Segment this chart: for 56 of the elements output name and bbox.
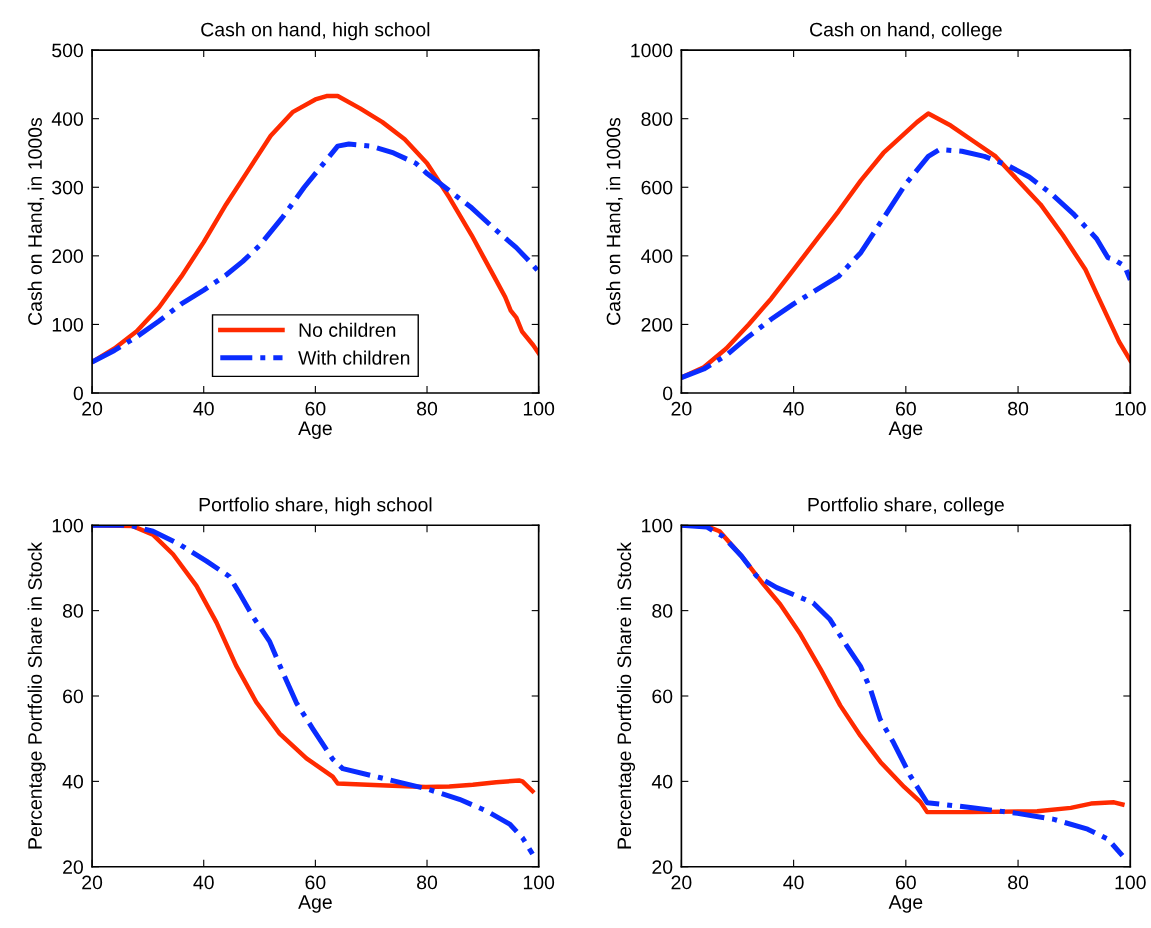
y-tick-label: 100 — [642, 518, 673, 533]
x-tick-label: 60 — [305, 401, 326, 416]
x-tick-label: 60 — [896, 875, 916, 890]
y-axis-title: Percentage Portfolio Share in Stock — [616, 541, 636, 849]
chart-title: Cash on hand, college — [810, 22, 1002, 41]
y-tick-label: 80 — [652, 604, 673, 618]
y-tick-label: 0 — [663, 386, 673, 401]
y-tick-label: 40 — [62, 774, 83, 789]
x-tick-label: 100 — [523, 875, 555, 890]
x-axis-title: Age — [888, 421, 923, 439]
x-tick-label: 20 — [82, 875, 103, 890]
y-axis-title: Percentage Portfolio Share in Stock — [27, 541, 46, 849]
y-tick-label: 300 — [52, 180, 83, 195]
y-tick-label: 60 — [652, 689, 673, 704]
x-tick-label: 20 — [82, 401, 103, 416]
x-tick-label: 80 — [417, 875, 438, 890]
y-axis-title: Cash on Hand, in 1000s — [27, 117, 45, 325]
y-tick-label: 0 — [73, 386, 83, 401]
x-tick-label: 100 — [1115, 401, 1146, 416]
x-tick-label: 100 — [523, 401, 555, 416]
y-tick-label: 200 — [52, 249, 83, 264]
y-axis-title: Cash on Hand, in 1000s — [606, 117, 623, 325]
x-tick-label: 20 — [671, 401, 692, 416]
x-tick-label: 60 — [896, 401, 916, 416]
y-tick-label: 60 — [63, 689, 83, 704]
y-tick-label: 40 — [651, 774, 673, 789]
y-tick-label: 80 — [62, 604, 83, 618]
x-tick-label: 80 — [1008, 875, 1029, 890]
x-tick-label: 20 — [671, 875, 692, 890]
y-tick-label: 600 — [641, 180, 673, 195]
x-axis-title: Age — [298, 895, 332, 913]
y-tick-label: 100 — [52, 518, 83, 533]
chart-title: Portfolio share, high school — [199, 497, 432, 516]
x-tick-label: 80 — [417, 401, 438, 416]
y-tick-label: 1000 — [631, 43, 673, 58]
x-tick-label: 40 — [193, 401, 214, 416]
legend-label: No children — [299, 322, 396, 337]
x-tick-label: 40 — [783, 401, 804, 416]
y-tick-label: 800 — [641, 112, 673, 126]
y-tick-label: 500 — [52, 43, 83, 58]
y-tick-label: 400 — [51, 112, 83, 126]
y-tick-label: 200 — [641, 317, 673, 332]
x-axis-title: Age — [888, 895, 923, 913]
legend-label: With children — [298, 350, 410, 365]
y-tick-label: 400 — [641, 249, 673, 264]
x-tick-label: 80 — [1008, 401, 1029, 416]
y-tick-label: 100 — [52, 317, 83, 332]
x-tick-label: 100 — [1115, 875, 1146, 890]
x-tick-label: 40 — [783, 875, 804, 890]
chart-title: Cash on hand, high school — [201, 22, 430, 41]
x-tick-label: 60 — [305, 875, 326, 890]
chart-title: Portfolio share, college — [808, 497, 1004, 516]
x-tick-label: 40 — [193, 875, 214, 890]
x-axis-title: Age — [298, 421, 332, 439]
y-tick-label: 20 — [652, 860, 673, 874]
y-tick-label: 20 — [63, 860, 83, 874]
